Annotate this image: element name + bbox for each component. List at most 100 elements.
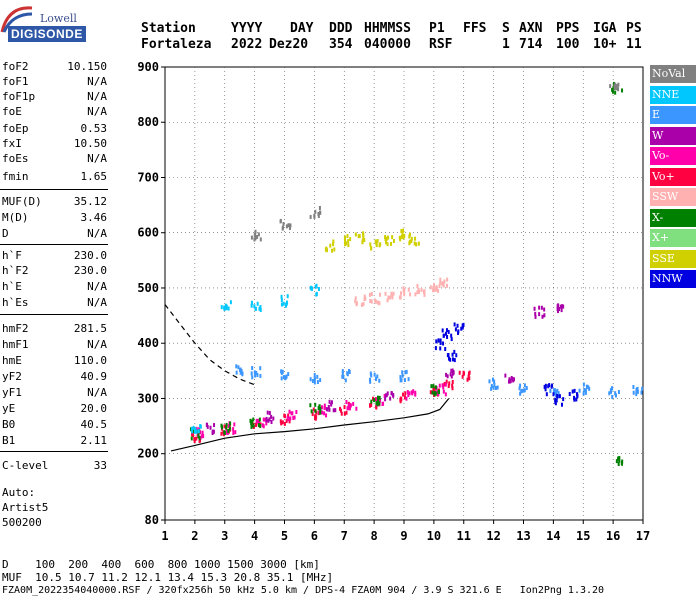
x-tick-label: 11: [457, 529, 471, 543]
echo-point-w: [538, 305, 541, 310]
echo-point-sse: [376, 239, 379, 244]
echo-point-sse: [370, 246, 373, 251]
footer-file-info: FZA0M_2022354040000.RSF / 320fx256h 50 k…: [2, 585, 605, 596]
echo-point-sse: [400, 229, 403, 234]
echo-point-nnw: [451, 352, 454, 357]
echo-point-ssw: [377, 300, 380, 305]
echo-point-w: [330, 402, 333, 407]
echo-point-x: [257, 423, 260, 428]
echo-point-nnw: [439, 340, 442, 345]
echo-point-vo: [348, 405, 351, 410]
echo-point-noval: [615, 84, 618, 89]
echo-point-e: [407, 377, 410, 382]
echo-point-vo: [265, 421, 268, 426]
echo-point-x: [198, 436, 201, 441]
echo-point-x: [249, 418, 252, 423]
echo-point-nnw: [548, 383, 551, 388]
header-label: IGA: [593, 21, 617, 36]
logo: Lowell DIGISONDE: [0, 4, 86, 44]
echo-point-e: [284, 376, 287, 381]
echo-point-ssw: [420, 287, 423, 292]
echo-point-nnw: [556, 394, 559, 399]
echo-point-x: [618, 456, 621, 461]
echo-point-w: [560, 308, 563, 313]
param-row: hmF1 N/A: [0, 338, 164, 354]
echo-point-nnw: [544, 383, 547, 388]
echo-point-ssw: [435, 287, 438, 292]
echo-point-nne: [258, 306, 261, 311]
echo-point-vo: [325, 413, 328, 418]
echo-point-noval: [256, 234, 259, 239]
echo-point-nne: [223, 305, 226, 310]
echo-point-e: [341, 374, 344, 379]
echo-point-noval: [319, 210, 322, 215]
echo-point-e: [237, 365, 240, 370]
echo-point-vo: [352, 401, 355, 406]
y-tick-label: 300: [137, 391, 159, 405]
echo-point-e: [582, 382, 585, 387]
echo-point-x: [621, 88, 624, 93]
echo-point-vo: [286, 415, 289, 420]
echo-point-vo: [222, 432, 225, 437]
echo-point-x: [377, 400, 380, 405]
echo-point-w: [541, 314, 544, 319]
param-row: M(D) 3.46: [0, 211, 164, 227]
param-row: h`F2 230.0: [0, 264, 164, 280]
echo-point-vo: [461, 374, 464, 379]
echo-point-ssw: [433, 286, 436, 291]
echo-point-e: [399, 378, 402, 383]
echo-point-sse: [346, 234, 349, 239]
echo-point-e: [287, 372, 290, 377]
echo-point-nne: [197, 429, 200, 434]
param-value: 230.0: [73, 264, 107, 277]
echo-point-e: [608, 391, 611, 396]
echo-point-nne: [227, 306, 230, 311]
echo-point-noval: [281, 225, 284, 230]
echo-point-nnw: [461, 323, 464, 328]
param-row: h`Es N/A: [0, 296, 164, 312]
echo-point-e: [309, 377, 312, 382]
param-label: h`F2: [2, 264, 29, 277]
echo-point-ssw: [399, 295, 402, 300]
echo-point-e: [640, 390, 643, 395]
echo-point-x: [431, 390, 434, 395]
param-row: foF2 10.150: [0, 60, 164, 76]
param-value: 1.65: [80, 170, 108, 183]
echo-point-nnw: [554, 397, 557, 402]
echo-point-x: [620, 460, 623, 465]
header-value: 100: [556, 37, 580, 52]
echo-point-w: [509, 378, 512, 383]
echo-point-e: [520, 389, 523, 394]
echo-point-w: [327, 404, 330, 409]
echo-point-ssw: [446, 283, 449, 288]
echo-point-vo: [234, 430, 237, 435]
echo-point-ssw: [423, 292, 426, 297]
echo-point-ssw: [435, 285, 438, 290]
echo-point-w: [543, 307, 546, 312]
echo-point-e: [555, 392, 558, 397]
param-row: B1 2.11: [0, 434, 164, 450]
echo-point-sse: [400, 234, 403, 239]
legend-item: Vo-: [650, 147, 696, 165]
echo-point-w: [392, 393, 395, 398]
echo-point-noval: [257, 232, 260, 237]
echo-point-e: [494, 386, 497, 391]
y-tick-label: 800: [137, 115, 159, 129]
echo-point-nnw: [449, 357, 452, 362]
echo-point-w: [384, 397, 387, 402]
echo-point-e: [519, 391, 522, 396]
echo-point-nnw: [444, 331, 447, 336]
echo-point-vo: [379, 398, 382, 403]
echo-point-w: [266, 410, 269, 415]
echo-point-noval: [314, 209, 317, 214]
echo-point-e: [525, 386, 528, 391]
param-row: B0 40.5: [0, 418, 164, 434]
echo-point-e: [373, 372, 376, 377]
echo-point-e: [518, 386, 521, 391]
echo-point-nne: [310, 286, 313, 291]
echo-point-w: [513, 377, 516, 382]
echo-point-nnw: [576, 392, 579, 397]
legend-item: NNE: [650, 85, 696, 104]
echo-point-nnw: [457, 329, 460, 334]
echo-point-e: [491, 377, 494, 382]
